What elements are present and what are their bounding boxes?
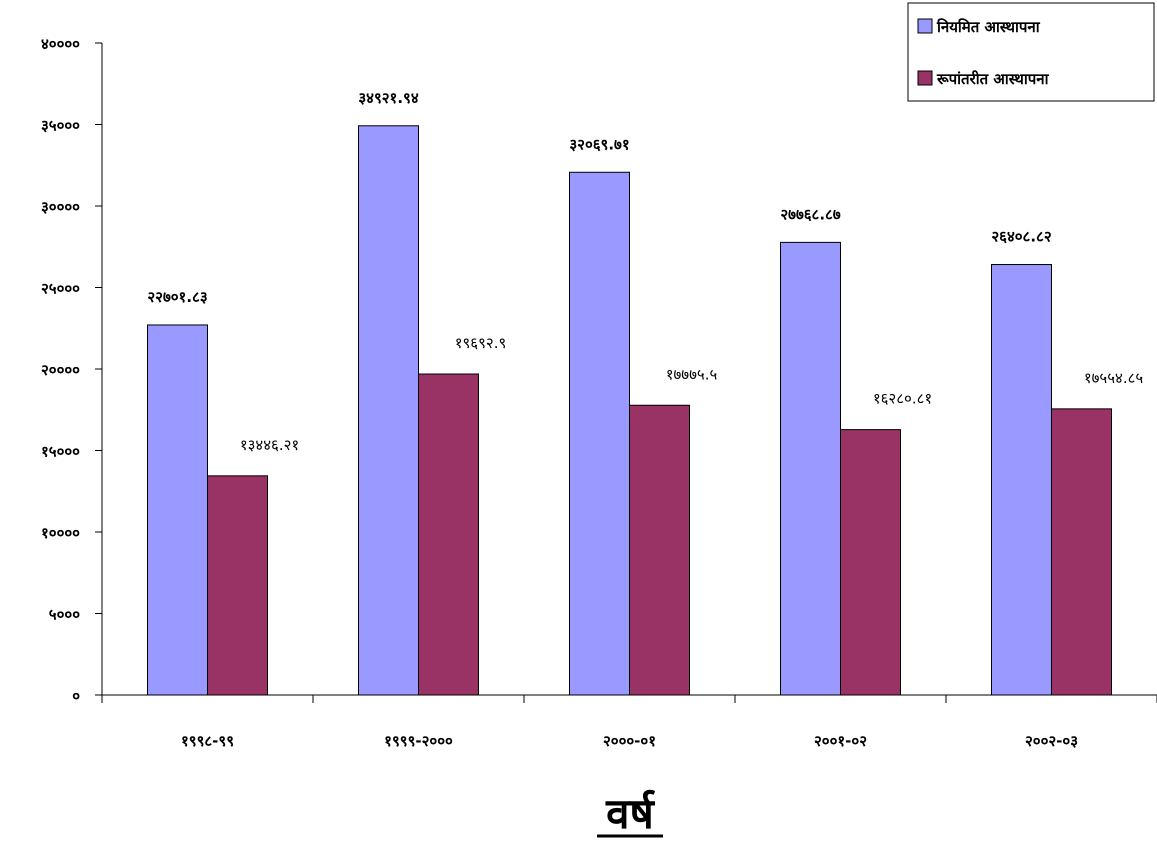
bar-regular	[147, 324, 208, 696]
bar-value-label: २२७०१.८३	[147, 288, 207, 306]
y-tick-label: ३५०००	[41, 117, 80, 135]
bar-value-label: २६४०८.८२	[991, 228, 1051, 246]
bar-regular	[569, 171, 630, 696]
bar-value-label: २७७६८.८७	[780, 205, 840, 223]
legend: नियमित आस्थापना रूपांतरीत आस्थापना	[907, 2, 1155, 102]
x-tick-label: १९९९-२०००	[384, 732, 453, 750]
bar-value-label: १७७७५.५	[666, 365, 718, 383]
bar-regular	[780, 241, 841, 696]
bar-converted	[418, 373, 479, 696]
y-tick-labels: ० ५००० १०००० १५००० २०००० २५००० ३०००० ३५००० ४००००	[41, 35, 80, 705]
bar-converted	[629, 404, 690, 696]
y-tick-label: १००००	[41, 524, 80, 542]
bar-converted	[1051, 408, 1112, 696]
bar-value-label: ३२०६९.७१	[569, 135, 629, 153]
bar-value-label: १९६९२.९	[455, 334, 507, 352]
bar-value-label: ३४९२१.९४	[358, 89, 418, 107]
chart-axes	[95, 42, 1157, 703]
y-tick-label: ३००००	[41, 198, 80, 216]
x-tick-label: २०००-०१	[603, 732, 656, 750]
y-tick-label: २००००	[41, 361, 80, 379]
legend-swatch	[917, 18, 933, 34]
legend-label: रूपांतरीत आस्थापना	[936, 70, 1050, 88]
bar-value-label: १६२८०.८१	[873, 390, 932, 408]
bar-converted	[840, 429, 901, 696]
bar-value-label: १३४४६.२१	[240, 436, 299, 454]
legend-label: नियमित आस्थापना	[936, 18, 1041, 36]
chart-value-labels: २२७०१.८३ ३४९२१.९४ ३२०६९.७१ २७७६८.८७ २६४०८.८२…	[147, 89, 1143, 454]
x-tick-label: १९९८-९९	[181, 732, 234, 750]
chart-bars	[147, 125, 1112, 696]
y-tick-label: ०	[72, 687, 80, 705]
y-tick-label: १५०००	[41, 443, 80, 461]
y-tick-label: २५०००	[41, 280, 80, 298]
x-tick-label: २००२-०३	[1025, 732, 1078, 750]
legend-swatch	[917, 70, 933, 86]
y-tick-label: ४००००	[41, 35, 80, 53]
x-tick-labels: १९९८-९९ १९९९-२००० २०००-०१ २००१-०२ २००२-०३	[181, 732, 1078, 750]
bar-regular	[358, 125, 419, 696]
y-tick-label: ५०००	[49, 606, 80, 624]
bar-value-label: १७५५४.८५	[1084, 369, 1144, 387]
bar-regular	[991, 264, 1052, 696]
x-axis-title: वर्ष	[605, 789, 656, 838]
legend-box	[907, 2, 1155, 102]
bar-converted	[207, 475, 268, 696]
x-tick-label: २००१-०२	[814, 732, 867, 750]
